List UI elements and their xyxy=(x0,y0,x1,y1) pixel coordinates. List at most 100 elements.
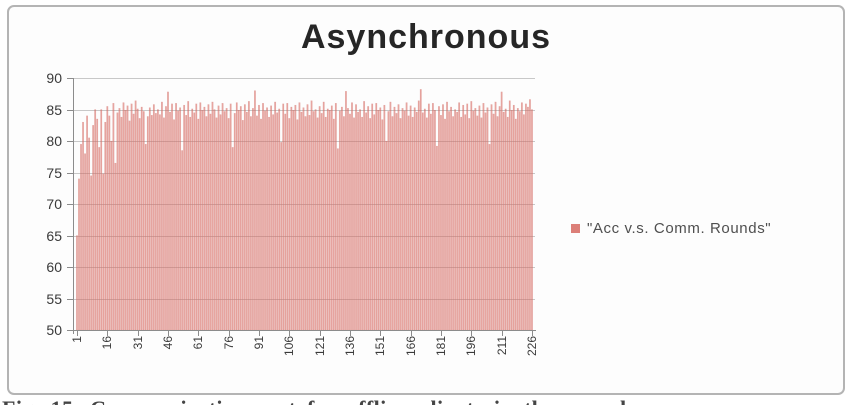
bar xyxy=(353,117,355,330)
bar xyxy=(529,99,531,330)
bar xyxy=(225,108,228,330)
bar xyxy=(161,101,163,330)
bar xyxy=(395,113,398,330)
figure-caption: Fig. 15. Communication cost for offline … xyxy=(2,396,858,405)
bar xyxy=(417,100,420,330)
bar xyxy=(389,101,392,330)
bar xyxy=(189,116,192,330)
bar xyxy=(217,105,220,330)
x-tick xyxy=(107,331,109,336)
bar xyxy=(237,109,240,330)
bar xyxy=(197,118,200,330)
x-tick-label: 61 xyxy=(191,336,206,350)
bar xyxy=(448,111,450,330)
bar xyxy=(195,103,198,330)
bar xyxy=(502,111,505,330)
bar xyxy=(318,106,321,330)
bar xyxy=(320,113,323,330)
bar xyxy=(527,106,529,330)
bar xyxy=(256,115,258,330)
bar xyxy=(80,144,82,330)
x-tick xyxy=(471,331,473,336)
bar xyxy=(516,108,519,330)
x-tick xyxy=(259,331,260,336)
bar xyxy=(415,111,418,330)
bar xyxy=(239,106,242,330)
bar xyxy=(492,113,495,330)
y-tick xyxy=(67,330,74,331)
bar xyxy=(165,106,167,330)
bar xyxy=(90,175,93,330)
x-tick xyxy=(137,331,139,336)
bar xyxy=(393,106,396,330)
y-tick-label: 70 xyxy=(46,196,62,212)
bar xyxy=(290,106,293,330)
bar xyxy=(116,112,119,330)
bar xyxy=(270,105,273,330)
bar xyxy=(126,105,129,330)
bar xyxy=(357,111,359,330)
bar xyxy=(152,104,155,330)
bar xyxy=(193,112,196,330)
bar xyxy=(397,104,400,330)
y-tick-label: 60 xyxy=(46,259,62,275)
bar xyxy=(304,116,307,330)
bar xyxy=(102,173,105,330)
bar xyxy=(381,119,384,330)
bar xyxy=(359,109,361,330)
bar xyxy=(114,162,117,330)
bar xyxy=(215,117,218,330)
x-tick-label: 91 xyxy=(252,336,266,350)
bar xyxy=(351,102,353,330)
bar xyxy=(336,148,339,330)
bar xyxy=(482,103,485,330)
y-tick xyxy=(67,78,74,79)
x-tick-label: 106 xyxy=(282,336,297,357)
bar xyxy=(100,109,103,330)
bar xyxy=(280,142,283,330)
gridline xyxy=(73,78,535,79)
bar xyxy=(223,111,226,330)
bar-series xyxy=(76,89,533,330)
bar xyxy=(444,118,446,330)
bar xyxy=(88,137,91,330)
y-tick xyxy=(67,298,74,300)
bar xyxy=(466,103,469,330)
bar xyxy=(423,108,426,330)
bar xyxy=(308,115,311,330)
bar xyxy=(150,115,153,330)
x-tick-label: 166 xyxy=(403,336,418,357)
y-tick-label: 50 xyxy=(46,322,62,338)
bar xyxy=(520,102,523,330)
x-tick xyxy=(319,331,321,336)
bar xyxy=(472,110,475,330)
bar xyxy=(108,115,111,330)
bar xyxy=(179,107,182,330)
x-tick-label: 31 xyxy=(130,336,145,350)
bar xyxy=(104,121,107,330)
bar xyxy=(278,108,281,330)
bar xyxy=(450,106,452,330)
bar xyxy=(401,108,404,330)
bar xyxy=(163,117,165,330)
bar xyxy=(347,108,349,330)
bar xyxy=(92,125,95,330)
x-tick-label: 1 xyxy=(70,336,84,343)
bar xyxy=(373,114,376,330)
legend-marker-icon xyxy=(571,224,580,233)
bar xyxy=(391,116,394,330)
bar xyxy=(411,116,414,330)
bar xyxy=(434,109,436,330)
bar xyxy=(148,107,151,330)
y-tick-label: 80 xyxy=(46,133,62,149)
bar xyxy=(355,104,357,330)
bar xyxy=(134,100,137,330)
bar xyxy=(446,101,448,330)
bar xyxy=(130,103,133,330)
bar xyxy=(235,102,238,330)
bar xyxy=(159,114,161,330)
bar xyxy=(221,103,224,330)
x-tick-label: 211 xyxy=(494,336,509,356)
bar xyxy=(169,111,171,330)
bar xyxy=(440,115,442,330)
